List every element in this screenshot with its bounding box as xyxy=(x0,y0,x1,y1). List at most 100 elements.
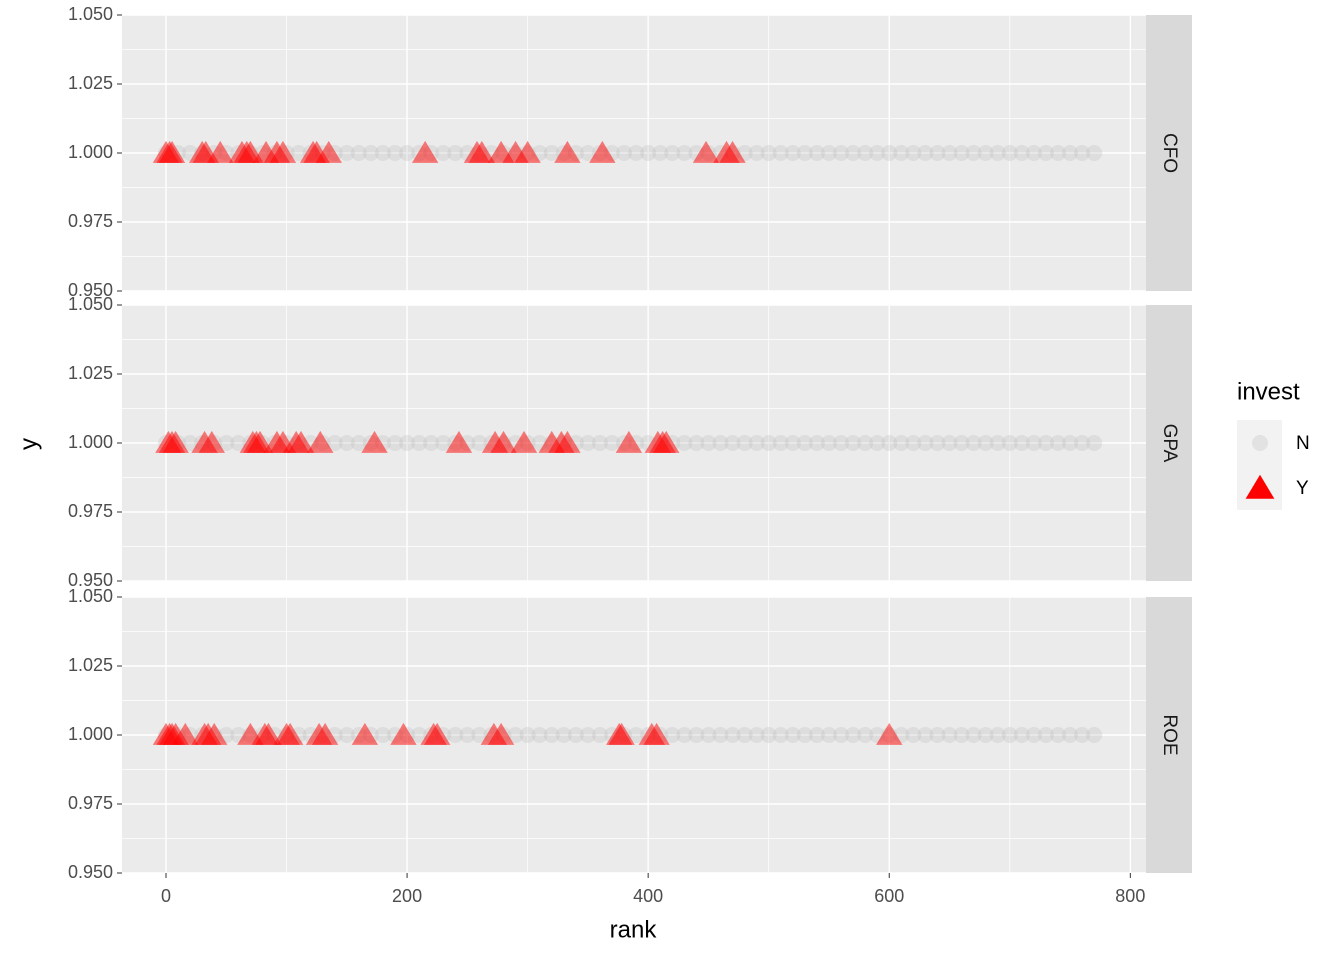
point xyxy=(510,430,538,453)
point xyxy=(748,435,765,451)
point xyxy=(628,145,645,161)
point xyxy=(1013,145,1030,161)
point xyxy=(784,435,801,451)
y-tick-label: 1.025 xyxy=(68,655,113,675)
point xyxy=(808,145,825,161)
point xyxy=(796,727,813,743)
point xyxy=(1037,435,1054,451)
legend-key xyxy=(1245,474,1275,499)
x-tick-label: 0 xyxy=(161,886,171,906)
point xyxy=(1037,727,1054,743)
point xyxy=(201,722,228,745)
point xyxy=(290,145,307,161)
point xyxy=(688,435,705,451)
point xyxy=(507,727,524,743)
x-tick-label: 600 xyxy=(874,886,904,906)
point xyxy=(350,145,367,161)
point xyxy=(287,430,315,453)
point xyxy=(1050,727,1067,743)
point xyxy=(230,435,247,451)
point xyxy=(338,727,355,743)
point xyxy=(977,435,994,451)
point xyxy=(736,727,753,743)
point xyxy=(423,435,440,451)
facet-label: CFO xyxy=(1159,133,1180,173)
point xyxy=(246,430,274,453)
point xyxy=(893,145,910,161)
y-axis-title: y xyxy=(15,438,42,450)
point xyxy=(760,435,777,451)
point xyxy=(554,140,581,163)
point xyxy=(881,145,898,161)
x-tick-label: 200 xyxy=(392,886,422,906)
point xyxy=(514,140,541,163)
point xyxy=(1001,727,1018,743)
point xyxy=(965,727,982,743)
point xyxy=(531,727,548,743)
point xyxy=(158,140,186,163)
point xyxy=(543,145,560,161)
point xyxy=(543,727,560,743)
point xyxy=(198,430,226,453)
point xyxy=(869,435,886,451)
point xyxy=(953,727,970,743)
point xyxy=(387,145,404,161)
point xyxy=(374,727,391,743)
point xyxy=(390,722,417,745)
point xyxy=(1025,727,1042,743)
point xyxy=(748,145,765,161)
point xyxy=(182,435,199,451)
point xyxy=(736,435,753,451)
y-tick-label: 1.050 xyxy=(68,4,113,24)
point xyxy=(857,727,874,743)
point xyxy=(276,722,304,745)
point xyxy=(917,435,934,451)
point xyxy=(640,145,657,161)
point xyxy=(965,145,982,161)
point xyxy=(941,145,958,161)
y-tick-label: 1.000 xyxy=(68,142,113,162)
point xyxy=(471,727,488,743)
point xyxy=(796,145,813,161)
point xyxy=(490,430,517,453)
point xyxy=(700,727,717,743)
point xyxy=(1086,145,1103,161)
point xyxy=(338,145,355,161)
y-tick-label: 0.950 xyxy=(68,862,113,882)
point xyxy=(1086,727,1103,743)
point xyxy=(953,145,970,161)
facet-label: GPA xyxy=(1159,424,1180,463)
point xyxy=(653,430,680,453)
point xyxy=(307,430,334,453)
x-tick-label: 400 xyxy=(633,886,663,906)
point xyxy=(604,435,621,451)
y-tick-label: 1.000 xyxy=(68,432,113,452)
point xyxy=(917,145,934,161)
legend-key xyxy=(1252,435,1268,451)
point xyxy=(1062,145,1079,161)
point xyxy=(579,727,596,743)
point xyxy=(1062,727,1079,743)
point xyxy=(643,722,670,745)
x-axis-title: rank xyxy=(610,916,658,943)
point xyxy=(435,145,452,161)
y-tick-label: 0.975 xyxy=(68,501,113,521)
point xyxy=(445,430,473,453)
y-tick-label: 1.025 xyxy=(68,363,113,383)
point xyxy=(893,435,910,451)
point xyxy=(953,435,970,451)
point xyxy=(917,727,934,743)
point xyxy=(1086,435,1103,451)
point xyxy=(1025,145,1042,161)
point xyxy=(1025,435,1042,451)
point xyxy=(387,435,404,451)
point xyxy=(362,145,379,161)
point xyxy=(471,435,488,451)
point xyxy=(977,727,994,743)
y-tick-label: 0.950 xyxy=(68,280,113,300)
point xyxy=(712,435,729,451)
point xyxy=(411,435,428,451)
point xyxy=(172,722,199,745)
point xyxy=(579,145,596,161)
